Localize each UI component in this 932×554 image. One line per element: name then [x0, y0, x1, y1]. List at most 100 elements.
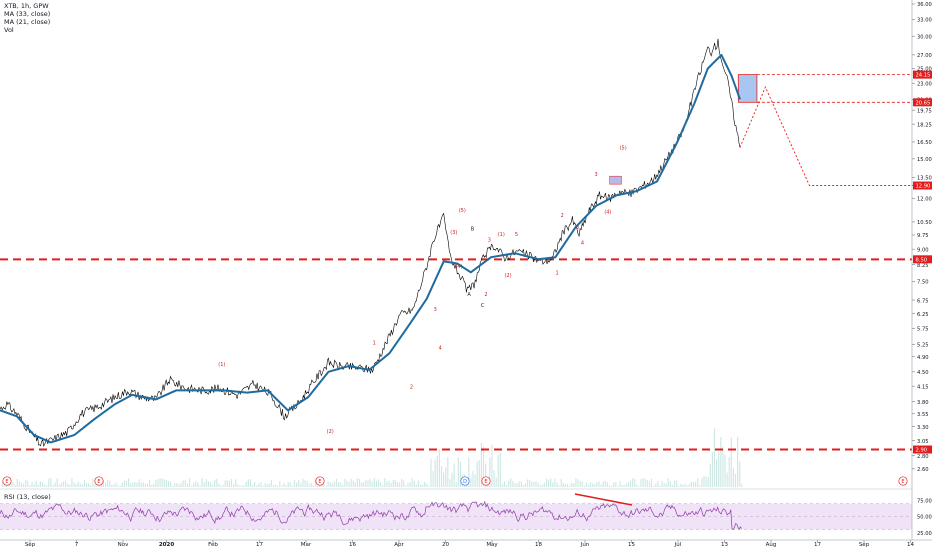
- volume-bar: [342, 485, 344, 487]
- volume-bar: [304, 480, 306, 487]
- volume-bar: [369, 478, 371, 487]
- volume-bar: [178, 484, 180, 487]
- volume-bar: [77, 481, 79, 487]
- event-marker-label: D: [463, 479, 467, 485]
- legend-symbol[interactable]: XTB, 1h, GPW: [4, 2, 49, 10]
- volume-bar: [35, 480, 37, 487]
- volume-bar: [709, 463, 711, 487]
- volume-bar: [375, 480, 377, 487]
- volume-bar: [340, 482, 342, 487]
- volume-bar: [453, 463, 455, 487]
- volume-bar: [348, 482, 350, 487]
- volume-bar: [541, 484, 543, 487]
- volume-bar: [585, 482, 587, 487]
- volume-bar: [445, 467, 447, 487]
- volume-bar: [264, 483, 266, 487]
- volume-bar: [659, 485, 661, 487]
- volume-bar: [214, 479, 216, 487]
- wave-label: 5: [515, 232, 518, 238]
- volume-bar: [361, 482, 363, 487]
- time-tick-label: 14: [907, 542, 914, 548]
- volume-bar: [291, 485, 293, 487]
- volume-bar: [298, 480, 300, 487]
- volume-bar: [657, 481, 659, 487]
- volume-bar: [344, 478, 346, 487]
- event-marker-label: E: [5, 479, 8, 485]
- price-axis[interactable]: 36.0033.0030.0027.0025.0023.0021.0019.75…: [911, 0, 932, 540]
- time-tick-label: Feb: [208, 542, 218, 548]
- price-label-box: [913, 70, 932, 79]
- volume-bar: [151, 484, 153, 487]
- volume-bar: [648, 481, 650, 487]
- volume-bar: [489, 457, 491, 487]
- volume-bar: [617, 485, 619, 487]
- time-tick-label: Nov: [118, 542, 129, 548]
- time-axis[interactable]: Sep 7 Nov 2020 Feb 17 Mar 16 Apr 20 May 18 Jun 15 Jul 1…: [0, 539, 932, 548]
- volume-bar: [209, 482, 212, 487]
- price-tick-label: 16.50: [917, 140, 932, 146]
- volume-bar: [220, 485, 222, 487]
- volume-bar: [104, 482, 107, 487]
- volume-bar: [86, 483, 88, 487]
- volume-bar: [310, 483, 312, 487]
- volume-bar: [499, 452, 501, 487]
- volume-bar: [724, 454, 726, 487]
- volume-bar: [205, 479, 207, 487]
- volume-bar: [144, 483, 146, 487]
- volume-bar: [186, 483, 188, 487]
- volume-bar: [75, 484, 77, 487]
- volume-bar: [121, 482, 123, 487]
- volume-bar: [165, 480, 167, 487]
- volume-bar: [564, 484, 566, 487]
- volume-bar: [354, 482, 356, 487]
- volume-bar: [83, 479, 86, 487]
- volume-bar: [67, 483, 69, 487]
- volume-bar: [8, 484, 10, 487]
- volume-bar: [562, 483, 564, 487]
- time-tick-label: 7: [75, 542, 79, 548]
- volume-bar: [577, 479, 579, 487]
- wave-label: 3: [594, 172, 597, 178]
- legend-ma-short[interactable]: MA (33, close): [4, 10, 51, 18]
- wave-label: 3: [576, 225, 579, 231]
- wave-label: (1): [218, 362, 225, 368]
- volume-bar: [627, 482, 629, 487]
- rsi-divergence-line: [574, 493, 633, 506]
- volume-bar: [409, 482, 411, 487]
- volume-bar: [356, 478, 359, 487]
- volume-bar: [90, 485, 92, 487]
- volume-bar: [25, 479, 27, 487]
- volume-bar: [111, 484, 113, 487]
- price-tick-label: 6.75: [917, 298, 929, 304]
- volume-bar: [720, 437, 722, 487]
- wave-label: 3: [434, 307, 437, 313]
- volume-bar: [422, 484, 424, 487]
- price-tick-label: 4.15: [917, 384, 929, 390]
- price-tick-label: 3.30: [917, 425, 929, 431]
- volume-bar: [377, 479, 380, 487]
- volume-bar: [636, 484, 638, 487]
- legend-volume[interactable]: Vol: [4, 26, 14, 34]
- rsi-axis[interactable]: 75.00 50.00 25.00: [917, 498, 932, 536]
- moving-average-layer: [0, 53, 741, 444]
- volume-bar: [741, 483, 743, 487]
- volume-bar: [476, 461, 478, 487]
- volume-bar: [365, 480, 367, 487]
- volume-bar: [449, 479, 451, 487]
- volume-bar: [718, 452, 720, 487]
- volume-bar: [653, 485, 655, 487]
- price-tick-label: 9.00: [917, 247, 929, 253]
- volume-bar: [730, 437, 732, 487]
- legend-ma-long[interactable]: MA (21, close): [4, 18, 51, 26]
- volume-bar: [266, 484, 268, 487]
- volume-bar: [10, 482, 12, 487]
- volume-bar: [396, 481, 398, 487]
- rsi-line: [0, 500, 742, 530]
- time-tick-label: Aug: [766, 542, 777, 548]
- price-tick-label: 27.00: [917, 53, 932, 59]
- volume-bar: [69, 484, 71, 487]
- legend-rsi[interactable]: RSI (13, close): [4, 493, 51, 501]
- volume-bar: [2, 482, 4, 487]
- volume-bar: [386, 481, 388, 487]
